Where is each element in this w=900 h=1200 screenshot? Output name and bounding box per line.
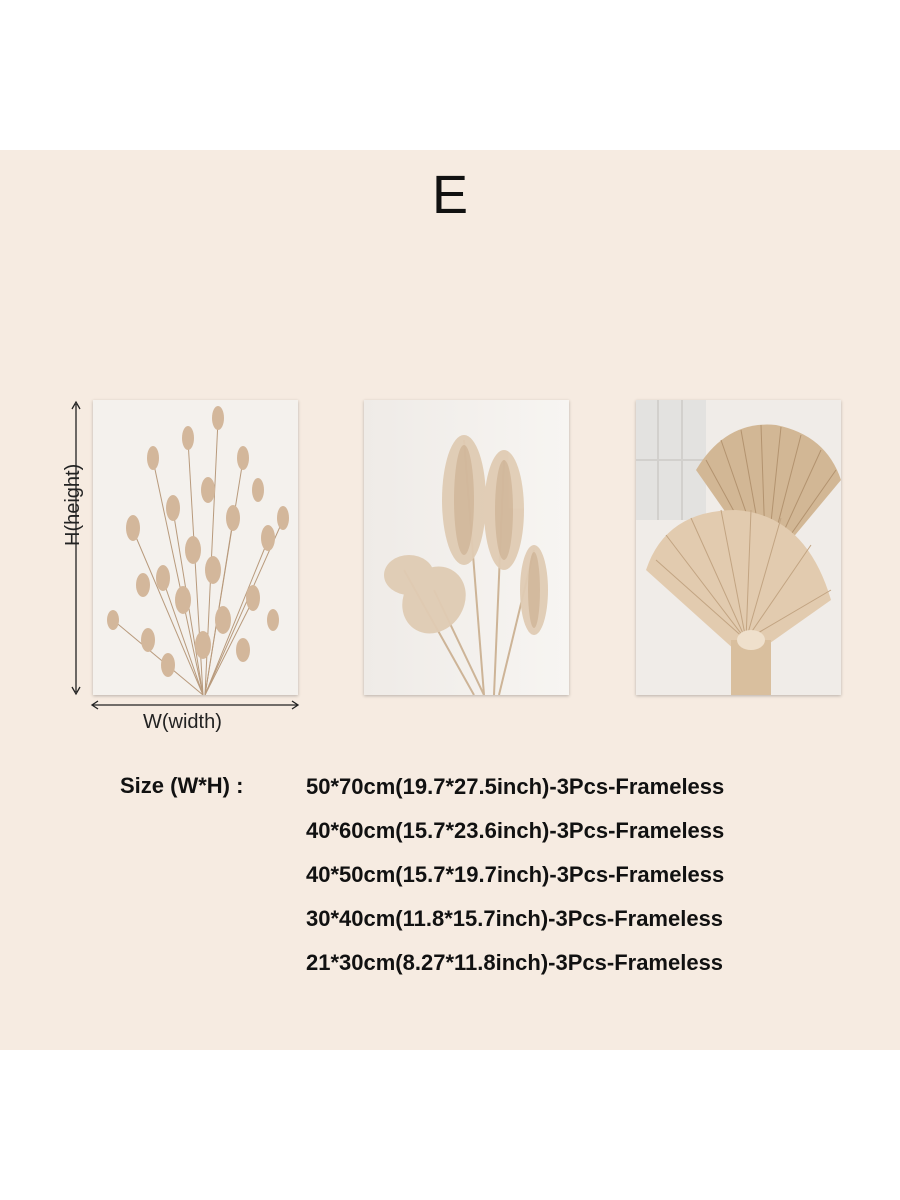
poster-bunny-tail-grass <box>93 400 298 695</box>
bunny-tail-grass-image <box>93 400 298 695</box>
size-option: 40*60cm(15.7*23.6inch)-3Pcs-Frameless <box>306 818 725 843</box>
palm-fan-image <box>636 400 841 695</box>
variant-title: E <box>431 165 469 225</box>
size-options-list: 50*70cm(19.7*27.5inch)-3Pcs-Frameless 40… <box>306 773 724 993</box>
poster-pampas-grass <box>364 400 569 695</box>
height-label: H(height) <box>62 463 84 546</box>
size-option: 21*30cm(8.27*11.8inch)-3Pcs-Frameless <box>306 950 724 975</box>
size-option: 50*70cm(19.7*27.5inch)-3Pcs-Frameless <box>306 774 725 799</box>
size-option: 40*50cm(15.7*19.7inch)-3Pcs-Frameless <box>306 862 725 887</box>
size-label: Size (W*H) : <box>120 773 244 798</box>
poster-palm-fan <box>636 400 841 695</box>
width-label: W(width) <box>143 711 222 733</box>
pampas-grass-image <box>364 400 569 695</box>
width-arrow-icon <box>90 700 300 710</box>
size-option: 30*40cm(11.8*15.7inch)-3Pcs-Frameless <box>306 906 724 931</box>
height-arrow-icon <box>71 400 81 696</box>
product-panel: E H(height) W(width) <box>0 150 900 1050</box>
